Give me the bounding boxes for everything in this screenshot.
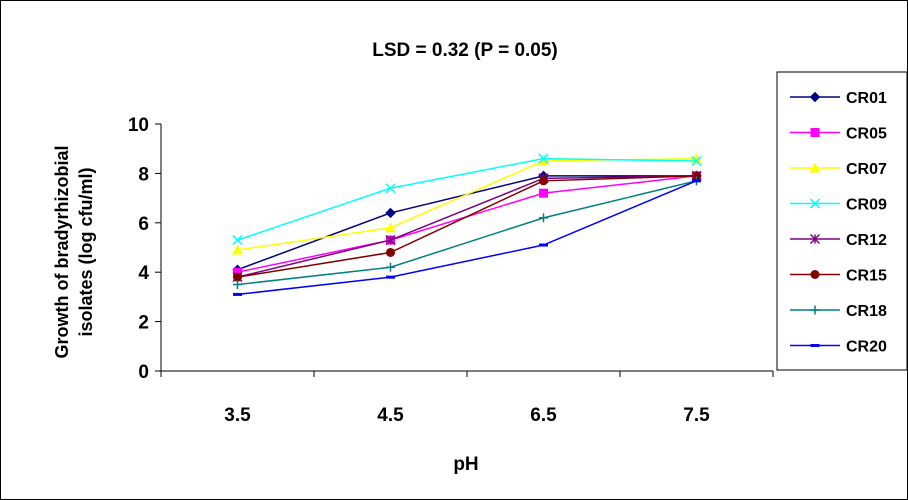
series-cr18: [233, 176, 701, 290]
legend-marker-cr12: [809, 233, 821, 245]
series-cr20: [233, 179, 701, 296]
legend: CR01 CR05 CR07 CR09 CR12 CR15 CR18 CR20: [776, 71, 908, 371]
legend-label-cr07: CR07: [846, 161, 887, 178]
legend-item-cr09: CR09: [790, 197, 887, 214]
legend-item-cr12: CR12: [790, 232, 887, 249]
y-tick-label: 10: [128, 115, 149, 136]
y-axis-label-line2: isolates (log cfu/ml): [76, 167, 96, 336]
data-point-cr20: [233, 292, 242, 296]
data-point-cr09: [385, 183, 396, 194]
chart-title: LSD = 0.32 (P = 0.05): [372, 40, 558, 61]
y-axis-label-line1: Growth of bradyrhizobial: [52, 145, 72, 358]
data-point-cr09: [538, 153, 549, 164]
data-point-cr18: [539, 213, 548, 223]
legend-item-cr15: CR15: [790, 268, 887, 285]
legend-label-cr20: CR20: [846, 339, 887, 356]
data-point-cr05: [539, 188, 548, 198]
data-point-cr05: [233, 267, 242, 277]
y-tick-label: 6: [138, 214, 149, 235]
series-layer: [232, 153, 702, 296]
data-point-cr07: [232, 244, 243, 255]
series-line-cr01: [237, 175, 697, 271]
series-cr12: [232, 170, 702, 283]
series-line-cr18: [237, 180, 697, 286]
legend-marker-cr05: [810, 128, 820, 137]
legend-item-cr05: CR05: [790, 126, 887, 143]
y-tick-label: 8: [138, 164, 149, 185]
data-point-cr07: [538, 155, 549, 166]
legend-label-cr12: CR12: [846, 232, 887, 249]
data-point-cr09: [691, 156, 702, 167]
series-line-cr09: [237, 157, 697, 241]
x-tick-label: 4.5: [377, 405, 404, 426]
y-tick-label: 2: [138, 313, 149, 334]
legend-marker-cr09: [809, 198, 821, 209]
x-tick-label: 3.5: [224, 405, 251, 426]
legend-label-cr18: CR18: [846, 303, 887, 320]
data-point-cr18: [233, 280, 242, 290]
data-point-cr15: [539, 176, 548, 186]
legend-box: [776, 71, 908, 371]
data-point-cr01: [385, 207, 396, 219]
data-point-cr09: [232, 235, 243, 246]
series-cr15: [233, 171, 701, 282]
x-axis-label: pH: [453, 454, 478, 475]
data-point-cr12: [385, 235, 396, 246]
data-point-cr20: [386, 275, 395, 279]
legend-marker-cr15: [810, 270, 820, 279]
x-tick-label: 7.5: [683, 405, 710, 426]
series-line-cr07: [237, 157, 697, 251]
data-point-cr20: [692, 179, 701, 183]
series-line-cr15: [237, 175, 697, 278]
legend-item-cr20: CR20: [790, 339, 887, 356]
legend-marker-cr18: [810, 305, 820, 315]
x-tick-label: 6.5: [530, 405, 557, 426]
legend-marker-cr07: [809, 162, 821, 173]
series-cr09: [232, 153, 702, 246]
data-point-cr07: [385, 222, 396, 233]
legend-label-cr15: CR15: [846, 268, 887, 285]
series-line-cr12: [237, 175, 697, 278]
data-point-cr20: [539, 243, 548, 247]
y-tick-label: 0: [138, 362, 149, 383]
legend-label-cr05: CR05: [846, 126, 887, 143]
series-cr07: [232, 153, 702, 255]
series-line-cr05: [237, 175, 697, 273]
data-point-cr18: [386, 262, 395, 272]
series-line-cr20: [237, 180, 697, 296]
data-point-cr15: [692, 171, 701, 181]
legend-marker-cr01: [809, 91, 821, 103]
legend-item-cr07: CR07: [790, 161, 887, 178]
axes: 0 2 4 6 8 10 3.5 4.5 6.5 7.5: [128, 115, 774, 426]
data-point-cr15: [233, 272, 242, 282]
legend-item-cr18: CR18: [790, 303, 887, 320]
legend-label-cr01: CR01: [846, 90, 887, 107]
data-point-cr15: [386, 247, 395, 257]
legend-item-cr01: CR01: [790, 90, 887, 107]
y-tick-label: 4: [138, 263, 149, 284]
legend-marker-cr20: [810, 344, 820, 347]
legend-label-cr09: CR09: [846, 197, 887, 214]
